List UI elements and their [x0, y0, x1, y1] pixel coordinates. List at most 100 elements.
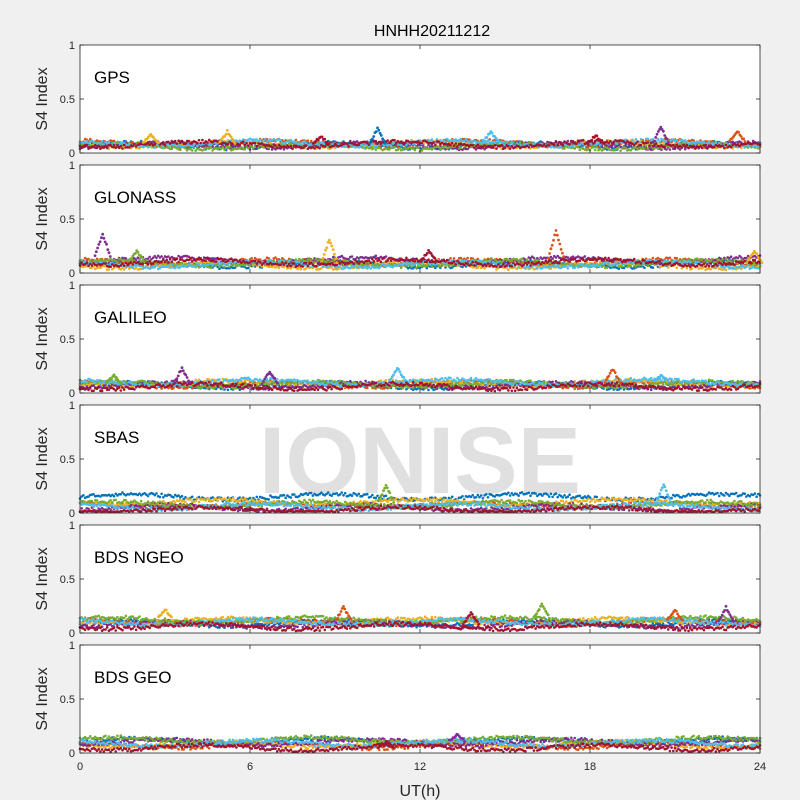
data-point — [318, 258, 322, 261]
data-point — [155, 264, 158, 267]
peak-point — [157, 141, 160, 145]
data-point — [116, 260, 119, 264]
data-point — [663, 145, 667, 149]
data-point — [617, 146, 621, 149]
data-point — [301, 146, 305, 150]
data-point — [258, 138, 262, 142]
data-point — [706, 147, 709, 150]
data-point — [607, 141, 610, 145]
data-point — [505, 140, 509, 143]
data-point — [85, 143, 89, 147]
data-point — [131, 266, 134, 270]
data-point — [493, 144, 497, 147]
peak-point — [379, 134, 383, 137]
data-point — [723, 146, 726, 150]
figure-title: HNHH20211212 — [374, 23, 490, 40]
data-point — [464, 137, 468, 141]
data-point — [668, 256, 672, 260]
data-point — [578, 148, 582, 152]
peak-point — [667, 140, 670, 144]
data-point — [248, 264, 252, 268]
data-point — [357, 143, 361, 147]
data-point — [707, 141, 711, 144]
data-point — [432, 141, 435, 144]
data-point — [95, 146, 99, 150]
data-point — [668, 148, 672, 151]
data-point — [648, 144, 651, 147]
data-point — [636, 148, 639, 151]
data-point — [374, 139, 378, 143]
data-point — [131, 140, 134, 144]
data-point — [519, 141, 522, 144]
data-point — [180, 261, 184, 265]
data-point — [350, 255, 354, 258]
data-point — [646, 137, 650, 141]
data-point — [605, 266, 609, 270]
data-point — [682, 258, 685, 261]
data-point — [306, 139, 310, 142]
peak-point — [382, 139, 386, 142]
data-point — [430, 138, 434, 141]
data-point — [575, 142, 578, 146]
data-point — [592, 145, 595, 149]
data-point — [160, 255, 163, 258]
data-point — [398, 146, 401, 150]
data-point — [656, 138, 660, 141]
data-point — [520, 257, 524, 261]
data-point — [447, 264, 451, 267]
data-point — [466, 256, 469, 260]
data-point — [665, 148, 668, 151]
data-point — [400, 266, 403, 269]
peak-point — [483, 139, 486, 143]
data-point — [85, 139, 89, 143]
data-point — [291, 147, 294, 150]
data-point — [680, 146, 684, 149]
data-point — [282, 147, 286, 151]
data-point — [563, 147, 566, 150]
data-point — [711, 257, 714, 261]
data-point — [190, 149, 194, 152]
data-point — [413, 148, 417, 152]
data-point — [646, 147, 650, 151]
data-point — [197, 138, 201, 142]
data-point — [653, 147, 656, 150]
data-point — [226, 142, 230, 146]
data-point — [558, 146, 561, 149]
data-point — [568, 142, 571, 146]
data-point — [449, 257, 452, 260]
data-point — [634, 146, 638, 149]
data-point — [122, 143, 126, 147]
data-point — [639, 138, 643, 141]
data-point — [403, 141, 407, 145]
data-point — [507, 144, 510, 148]
data-point — [209, 146, 213, 149]
data-point — [255, 144, 259, 148]
data-point — [629, 265, 633, 268]
data-point — [576, 145, 580, 149]
data-point — [724, 268, 728, 272]
data-point — [250, 257, 253, 260]
peak-point — [595, 134, 599, 138]
data-point — [655, 142, 658, 145]
peak-point — [368, 141, 372, 145]
data-point — [247, 147, 250, 150]
peak-point — [653, 139, 656, 143]
data-point — [112, 143, 116, 147]
data-point — [420, 141, 424, 145]
data-point — [449, 144, 452, 147]
data-point — [175, 142, 179, 145]
data-point — [459, 146, 463, 150]
data-point — [746, 254, 750, 258]
peak-point — [374, 130, 378, 134]
data-point — [323, 145, 327, 148]
data-point — [360, 143, 364, 146]
data-point — [264, 137, 267, 141]
data-point — [658, 140, 661, 143]
data-point — [241, 138, 245, 141]
data-point — [119, 145, 123, 148]
y-tick-label: 1 — [69, 40, 75, 52]
peak-point — [497, 139, 500, 143]
data-point — [507, 268, 510, 272]
data-point — [631, 138, 634, 142]
data-point — [393, 145, 396, 149]
